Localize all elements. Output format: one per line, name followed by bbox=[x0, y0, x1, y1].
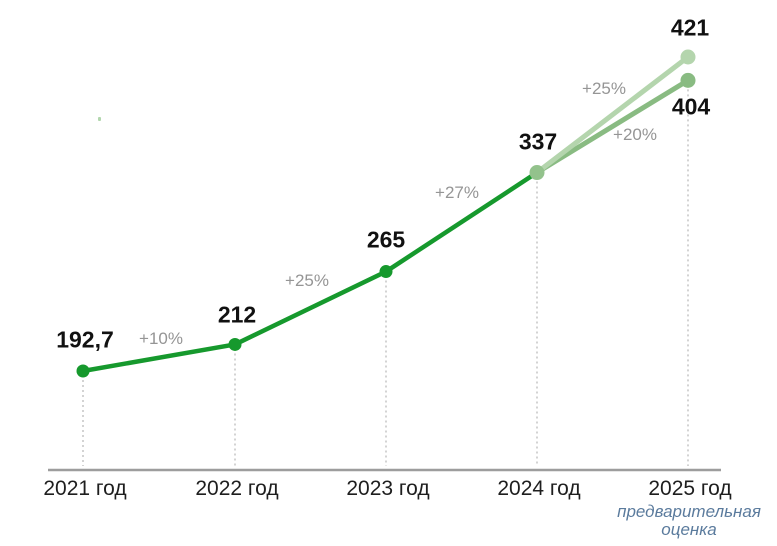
growth-label-low-estimate: +20% bbox=[613, 125, 657, 144]
data-point-forecast-start bbox=[529, 165, 545, 181]
value-label-low-estimate: 404 bbox=[671, 93, 711, 120]
value-label: 337 bbox=[518, 128, 558, 155]
data-point bbox=[228, 337, 242, 351]
x-axis-label: 2023 год bbox=[346, 477, 430, 500]
note-line-1: предварительная bbox=[617, 502, 761, 521]
projection-line-high bbox=[534, 54, 691, 176]
x-axis-label: 2022 год bbox=[195, 477, 279, 500]
main-series-line bbox=[80, 170, 540, 374]
value-label: 265 bbox=[366, 226, 406, 253]
preliminary-estimate-note: предварительная оценка bbox=[617, 503, 761, 539]
data-point-low-estimate bbox=[680, 72, 696, 88]
x-axis-label: 2025 год bbox=[648, 477, 732, 500]
x-axis-label: 2024 год bbox=[497, 477, 581, 500]
growth-label: +25% bbox=[285, 271, 329, 290]
data-point bbox=[379, 265, 393, 279]
note-line-2: оценка bbox=[661, 520, 717, 539]
stray-mark bbox=[98, 117, 101, 121]
value-label: 212 bbox=[217, 301, 257, 328]
value-label: 192,7 bbox=[56, 326, 114, 353]
growth-label: +10% bbox=[139, 329, 183, 348]
x-axis-label: 2021 год bbox=[43, 477, 127, 500]
projection-line-low bbox=[534, 77, 691, 176]
value-label-high-estimate: 421 bbox=[670, 14, 710, 41]
growth-label: +27% bbox=[435, 183, 479, 202]
data-point bbox=[76, 364, 90, 378]
data-point-high-estimate bbox=[680, 49, 696, 65]
growth-label-high-estimate: +25% bbox=[582, 79, 626, 98]
